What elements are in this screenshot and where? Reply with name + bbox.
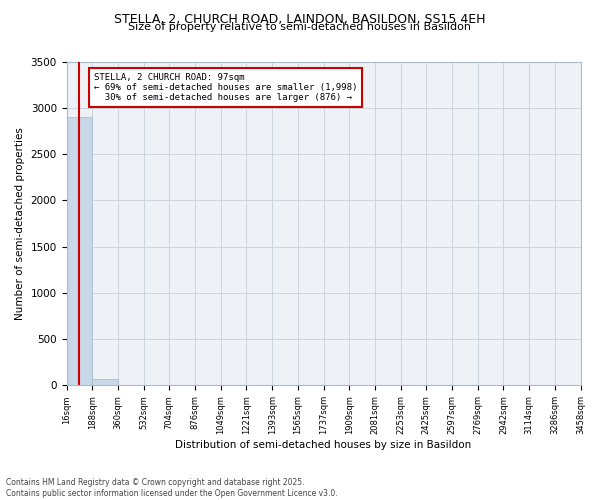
Text: STELLA, 2 CHURCH ROAD: 97sqm
← 69% of semi-detached houses are smaller (1,998)
 : STELLA, 2 CHURCH ROAD: 97sqm ← 69% of se… [94, 72, 357, 102]
Text: Size of property relative to semi-detached houses in Basildon: Size of property relative to semi-detach… [128, 22, 472, 32]
Y-axis label: Number of semi-detached properties: Number of semi-detached properties [15, 127, 25, 320]
Text: Contains HM Land Registry data © Crown copyright and database right 2025.
Contai: Contains HM Land Registry data © Crown c… [6, 478, 338, 498]
X-axis label: Distribution of semi-detached houses by size in Basildon: Distribution of semi-detached houses by … [175, 440, 472, 450]
Text: STELLA, 2, CHURCH ROAD, LAINDON, BASILDON, SS15 4EH: STELLA, 2, CHURCH ROAD, LAINDON, BASILDO… [114, 12, 486, 26]
Bar [67, 117, 92, 386]
Bar [92, 380, 118, 386]
